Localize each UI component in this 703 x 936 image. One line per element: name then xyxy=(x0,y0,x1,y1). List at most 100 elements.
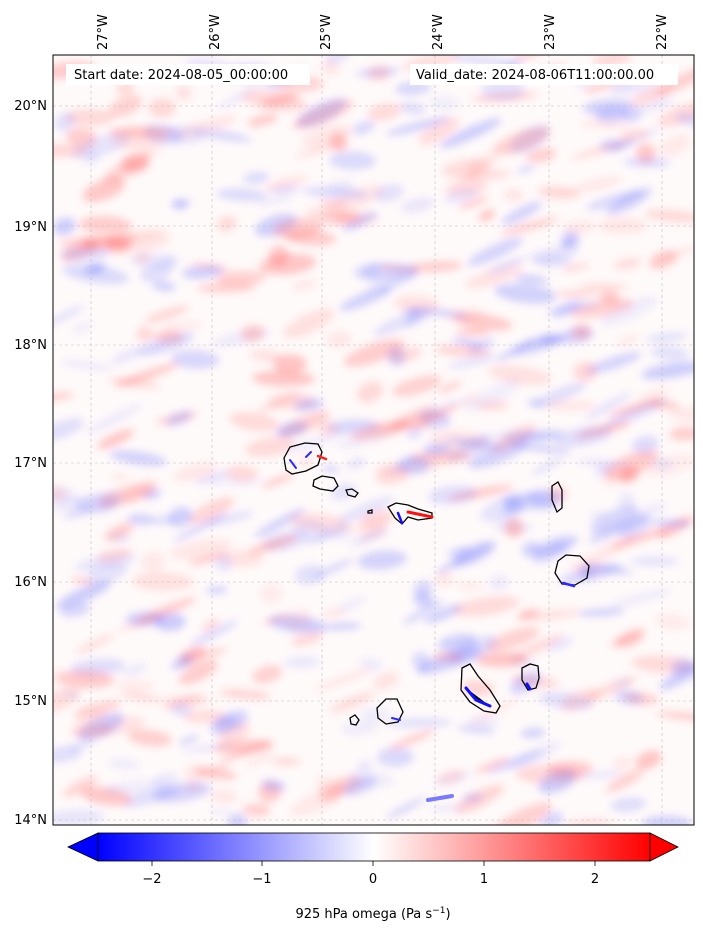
omega-extremes xyxy=(289,451,576,802)
omega-blob xyxy=(592,55,631,69)
omega-blob xyxy=(630,84,673,106)
lat-tick-label: 17°N xyxy=(14,456,47,471)
omega-blob xyxy=(285,609,312,631)
omega-blob xyxy=(121,480,160,502)
omega-blob xyxy=(654,614,691,630)
gridlines xyxy=(53,55,694,825)
omega-blob xyxy=(532,543,569,563)
omega-blob xyxy=(65,108,115,127)
omega-blob xyxy=(659,657,694,690)
omega-blob xyxy=(240,324,265,342)
omega-blob xyxy=(336,596,366,613)
omega-blob xyxy=(226,465,259,482)
omega-blob xyxy=(554,426,613,447)
omega-blob xyxy=(488,574,509,591)
island-santiago xyxy=(460,663,501,714)
lon-tick-label: 23°W xyxy=(543,14,558,50)
omega-blob xyxy=(103,151,153,183)
omega-blob xyxy=(520,728,546,738)
omega-blob xyxy=(487,364,552,386)
omega-blob xyxy=(630,556,680,567)
omega-blob xyxy=(190,620,238,647)
island-sal xyxy=(551,481,563,514)
omega-blob xyxy=(291,631,323,647)
omega-blob xyxy=(392,375,442,397)
omega-blob xyxy=(413,580,433,598)
omega-blob xyxy=(438,380,462,394)
omega-blob xyxy=(294,564,325,585)
omega-blob xyxy=(329,692,375,713)
omega-blob xyxy=(517,164,536,174)
omega-blob xyxy=(53,487,78,506)
omega-blob xyxy=(62,263,129,285)
omega-blob xyxy=(129,252,178,269)
omega-blob xyxy=(451,55,515,66)
omega-blob xyxy=(487,256,526,274)
omega-blob xyxy=(217,85,261,110)
omega-blob xyxy=(418,117,460,145)
lon-tick-label: 26°W xyxy=(208,14,223,50)
omega-blob xyxy=(314,775,348,794)
omega-blob xyxy=(546,636,574,652)
omega-blob xyxy=(339,286,393,311)
omega-blob xyxy=(560,688,601,711)
omega-blob xyxy=(485,627,540,652)
omega-blob xyxy=(178,659,218,685)
omega-blob xyxy=(599,296,658,326)
omega-blob xyxy=(454,784,504,814)
omega-blob xyxy=(53,669,66,688)
omega-blob xyxy=(53,217,76,236)
omega-blob xyxy=(58,670,114,689)
omega-blob xyxy=(577,771,624,779)
omega-blob xyxy=(275,421,308,438)
omega-blob xyxy=(341,776,377,796)
omega-blob xyxy=(356,760,373,771)
omega-blob xyxy=(283,656,321,668)
omega-blob xyxy=(377,747,414,767)
omega-blob xyxy=(435,570,454,588)
omega-blob xyxy=(82,177,126,203)
omega-blob xyxy=(537,769,577,794)
lat-tick-labels: 20°N 19°N 18°N 17°N 16°N 15°N 14°N xyxy=(14,99,47,828)
omega-blob xyxy=(259,253,317,275)
start-date: Start date: 2024-08-05_00:00:00 xyxy=(74,68,288,83)
omega-blob xyxy=(491,424,536,453)
omega-blob xyxy=(434,345,491,357)
omega-blob xyxy=(252,370,315,387)
island-santo-antao xyxy=(283,442,323,475)
omega-blob xyxy=(335,496,395,524)
omega-blob xyxy=(579,119,630,129)
omega-blob xyxy=(326,331,352,348)
omega-blob xyxy=(638,96,675,113)
omega-blob xyxy=(85,404,143,435)
colorbar-extend-max xyxy=(649,832,679,862)
omega-blob xyxy=(78,215,132,234)
omega-blob xyxy=(53,305,85,327)
omega-blob xyxy=(206,586,228,594)
omega-blob xyxy=(216,188,268,202)
omega-blob xyxy=(552,298,583,318)
omega-blob xyxy=(243,171,270,184)
omega-blob xyxy=(402,600,444,625)
omega-blob xyxy=(428,485,478,505)
omega-blob xyxy=(210,808,232,815)
omega-blob xyxy=(466,154,497,175)
omega-blob xyxy=(431,804,466,812)
omega-blob xyxy=(140,552,166,573)
omega-blob xyxy=(360,707,391,722)
omega-blob xyxy=(576,458,631,468)
omega-blob xyxy=(474,757,510,774)
omega-blob xyxy=(597,217,648,234)
omega-blob xyxy=(590,505,639,535)
omega-blob xyxy=(273,218,323,239)
omega-blob xyxy=(53,809,105,825)
omega-blob xyxy=(262,473,295,488)
omega-blob xyxy=(250,349,282,363)
omega-blob xyxy=(219,689,272,700)
omega-blob xyxy=(136,326,154,342)
omega-blob xyxy=(458,196,489,209)
omega-blob xyxy=(570,299,635,319)
island-maio xyxy=(521,663,540,691)
omega-blob xyxy=(573,361,598,382)
omega-blob xyxy=(400,197,435,213)
